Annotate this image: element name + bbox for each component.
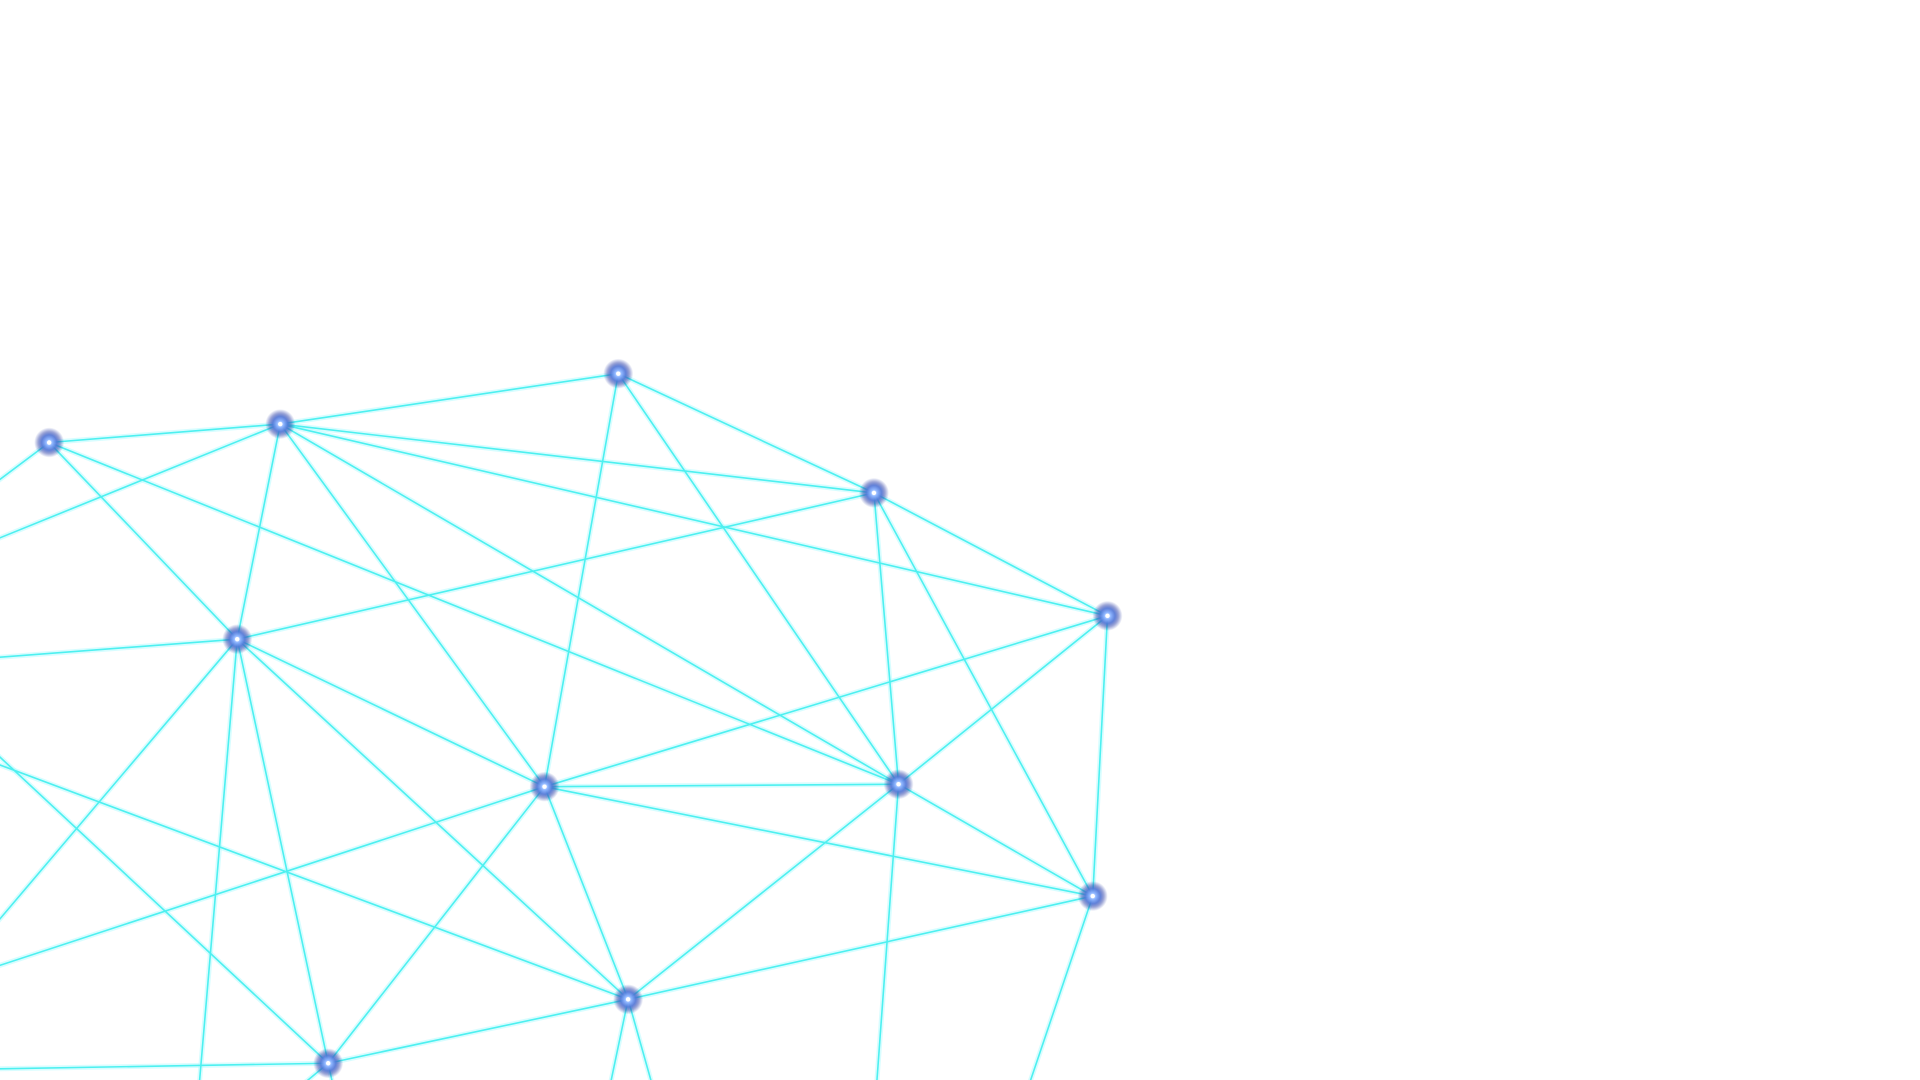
connection-line bbox=[280, 372, 619, 425]
connection-line-glow bbox=[197, 638, 240, 1080]
network-node-core bbox=[896, 782, 901, 787]
network-node-core bbox=[542, 784, 547, 789]
connection-line bbox=[48, 441, 238, 640]
network-nodes bbox=[34, 358, 1123, 1079]
connection-line bbox=[327, 786, 546, 1064]
connection-line bbox=[610, 999, 629, 1080]
connection-line bbox=[279, 423, 899, 785]
connection-line bbox=[0, 785, 545, 967]
connection-line bbox=[544, 785, 1093, 897]
connection-lines-glow bbox=[0, 371, 1110, 1080]
connection-line bbox=[237, 492, 875, 640]
network-node-core bbox=[625, 997, 631, 1002]
network-node-core bbox=[1105, 613, 1110, 619]
connection-line bbox=[236, 638, 545, 788]
connection-line bbox=[280, 423, 1108, 617]
connection-line bbox=[279, 423, 546, 788]
connection-line-glow bbox=[1028, 895, 1096, 1080]
connection-line bbox=[543, 786, 629, 1000]
connection-line bbox=[0, 441, 50, 481]
connection-line bbox=[328, 998, 629, 1065]
connection-line bbox=[1029, 895, 1094, 1080]
connection-line bbox=[898, 615, 1109, 785]
connection-line bbox=[0, 638, 238, 921]
network-node-core bbox=[235, 636, 240, 642]
connection-line bbox=[49, 423, 281, 444]
connection-line bbox=[1091, 615, 1109, 897]
network-node-core bbox=[46, 440, 52, 445]
connection-line bbox=[876, 784, 900, 1080]
connection-line bbox=[617, 372, 875, 494]
connection-line bbox=[873, 492, 1108, 617]
connection-lines bbox=[0, 372, 1109, 1080]
connection-line-glow bbox=[0, 636, 238, 660]
connection-line bbox=[543, 373, 620, 787]
network-node-core bbox=[278, 421, 283, 427]
connection-line bbox=[280, 423, 875, 494]
network-node-core bbox=[616, 371, 621, 376]
connection-line bbox=[0, 1062, 329, 1070]
connection-line-glow bbox=[0, 637, 240, 923]
connection-line bbox=[544, 783, 899, 788]
connection-line bbox=[236, 639, 329, 1064]
connection-line bbox=[544, 615, 1108, 788]
connection-line bbox=[627, 895, 1093, 1001]
connection-line bbox=[0, 423, 281, 539]
connection-line bbox=[48, 441, 899, 785]
connection-line bbox=[0, 764, 629, 1001]
connection-line bbox=[627, 999, 652, 1080]
connection-line bbox=[873, 492, 900, 785]
connection-line bbox=[198, 639, 239, 1080]
connection-line-glow bbox=[874, 784, 902, 1080]
connection-line bbox=[0, 638, 238, 659]
connection-line bbox=[236, 423, 282, 640]
connection-line bbox=[627, 783, 900, 1000]
network-node-core bbox=[871, 490, 877, 496]
connection-line bbox=[617, 373, 900, 785]
connection-line bbox=[898, 783, 1094, 897]
connection-line bbox=[873, 492, 1094, 897]
network-node-core bbox=[1090, 893, 1095, 899]
network-node-core bbox=[325, 1061, 331, 1066]
connection-line bbox=[236, 638, 629, 1000]
connection-line bbox=[0, 756, 329, 1064]
